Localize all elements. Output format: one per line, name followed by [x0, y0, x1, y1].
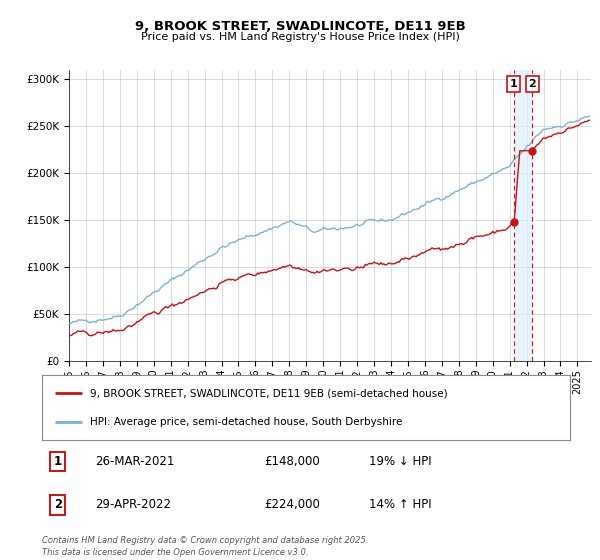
- Text: 9, BROOK STREET, SWADLINCOTE, DE11 9EB: 9, BROOK STREET, SWADLINCOTE, DE11 9EB: [134, 20, 466, 32]
- Text: 19% ↓ HPI: 19% ↓ HPI: [370, 455, 432, 468]
- Text: Price paid vs. HM Land Registry's House Price Index (HPI): Price paid vs. HM Land Registry's House …: [140, 32, 460, 42]
- Text: £148,000: £148,000: [264, 455, 320, 468]
- Bar: [514, 70, 532, 361]
- Text: £224,000: £224,000: [264, 498, 320, 511]
- Text: 26-MAR-2021: 26-MAR-2021: [95, 455, 174, 468]
- Text: 1: 1: [54, 455, 62, 468]
- Text: 29-APR-2022: 29-APR-2022: [95, 498, 171, 511]
- Text: 14% ↑ HPI: 14% ↑ HPI: [370, 498, 432, 511]
- Text: 1: 1: [509, 79, 517, 88]
- Text: HPI: Average price, semi-detached house, South Derbyshire: HPI: Average price, semi-detached house,…: [89, 417, 402, 427]
- Text: Contains HM Land Registry data © Crown copyright and database right 2025.
This d: Contains HM Land Registry data © Crown c…: [42, 536, 368, 557]
- Text: 2: 2: [529, 79, 536, 88]
- Text: 9, BROOK STREET, SWADLINCOTE, DE11 9EB (semi-detached house): 9, BROOK STREET, SWADLINCOTE, DE11 9EB (…: [89, 388, 447, 398]
- Text: 2: 2: [54, 498, 62, 511]
